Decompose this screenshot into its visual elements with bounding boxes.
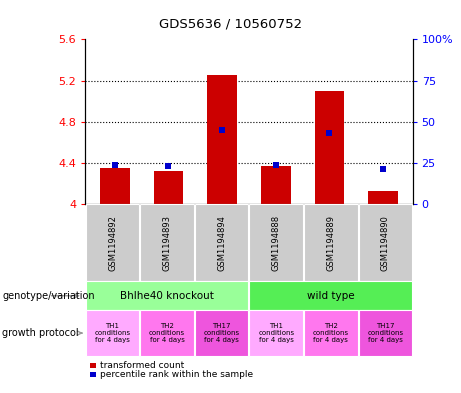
Text: GSM1194889: GSM1194889 (326, 215, 335, 271)
Text: GSM1194888: GSM1194888 (272, 215, 281, 271)
Text: TH17
conditions
for 4 days: TH17 conditions for 4 days (367, 323, 403, 343)
Text: transformed count: transformed count (100, 361, 184, 370)
Bar (368, 191, 398, 204)
Text: GSM1194890: GSM1194890 (381, 215, 390, 271)
Bar (249, 281, 412, 310)
Bar (207, 75, 237, 204)
Bar (359, 204, 412, 281)
Bar (304, 204, 358, 281)
Text: genotype/variation: genotype/variation (2, 291, 95, 301)
Bar (86, 204, 139, 281)
Bar (86, 281, 248, 310)
Text: Bhlhe40 knockout: Bhlhe40 knockout (120, 291, 214, 301)
Bar (100, 168, 130, 204)
Bar (195, 310, 248, 356)
Text: GSM1194893: GSM1194893 (163, 215, 171, 271)
Bar (154, 171, 183, 204)
Bar (315, 91, 344, 204)
Text: wild type: wild type (307, 291, 355, 301)
Text: TH2
conditions
for 4 days: TH2 conditions for 4 days (313, 323, 349, 343)
Bar (140, 204, 194, 281)
Text: GDS5636 / 10560752: GDS5636 / 10560752 (159, 18, 302, 31)
Bar (140, 310, 194, 356)
Bar (249, 204, 303, 281)
Text: GSM1194894: GSM1194894 (217, 215, 226, 271)
Text: growth protocol: growth protocol (2, 328, 82, 338)
Text: percentile rank within the sample: percentile rank within the sample (100, 370, 253, 379)
Text: TH1
conditions
for 4 days: TH1 conditions for 4 days (95, 323, 130, 343)
Text: GSM1194892: GSM1194892 (108, 215, 117, 271)
Bar (359, 310, 412, 356)
Text: TH2
conditions
for 4 days: TH2 conditions for 4 days (149, 323, 185, 343)
Bar (90, 363, 96, 368)
Bar (249, 310, 303, 356)
Bar (195, 204, 248, 281)
Bar (86, 310, 139, 356)
Bar (90, 372, 96, 377)
Text: TH17
conditions
for 4 days: TH17 conditions for 4 days (204, 323, 240, 343)
Text: TH1
conditions
for 4 days: TH1 conditions for 4 days (258, 323, 294, 343)
Bar (304, 310, 358, 356)
Bar (261, 166, 290, 204)
